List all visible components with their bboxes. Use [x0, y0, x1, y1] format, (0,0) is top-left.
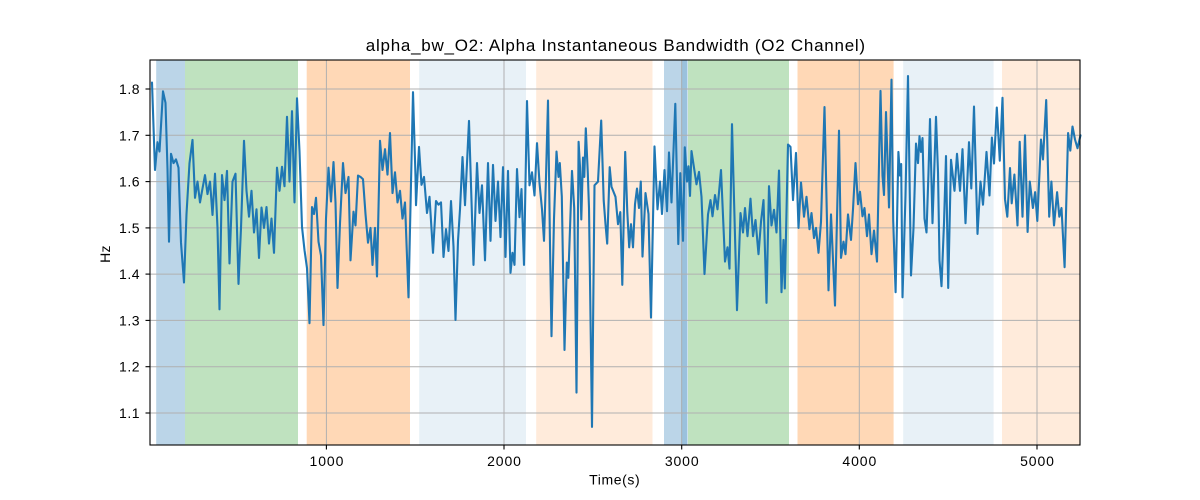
- svg-text:5000: 5000: [1020, 453, 1055, 469]
- svg-text:1.2: 1.2: [119, 359, 140, 375]
- svg-text:1.6: 1.6: [119, 174, 140, 190]
- svg-text:1.8: 1.8: [119, 81, 140, 97]
- svg-text:2000: 2000: [487, 453, 522, 469]
- svg-text:4000: 4000: [842, 453, 877, 469]
- svg-text:3000: 3000: [665, 453, 700, 469]
- svg-text:1.4: 1.4: [119, 266, 140, 282]
- svg-text:1.7: 1.7: [119, 127, 140, 143]
- svg-text:1.5: 1.5: [119, 220, 140, 236]
- svg-text:Time(s): Time(s): [589, 471, 640, 487]
- svg-text:1000: 1000: [310, 453, 345, 469]
- svg-text:alpha_bw_O2: Alpha Instantaneo: alpha_bw_O2: Alpha Instantaneous Bandwid…: [366, 36, 866, 55]
- svg-text:Hz: Hz: [97, 245, 113, 263]
- svg-text:1.3: 1.3: [119, 312, 140, 328]
- svg-text:1.1: 1.1: [119, 405, 140, 421]
